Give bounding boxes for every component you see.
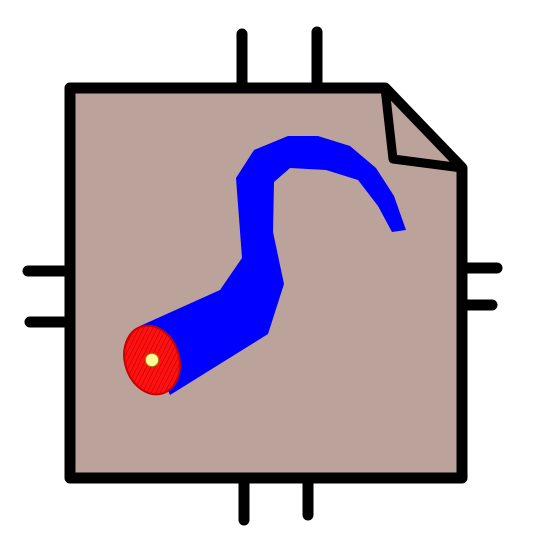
cable-body (140, 136, 406, 395)
folded-corner (380, 83, 467, 173)
cable-core (145, 353, 159, 367)
